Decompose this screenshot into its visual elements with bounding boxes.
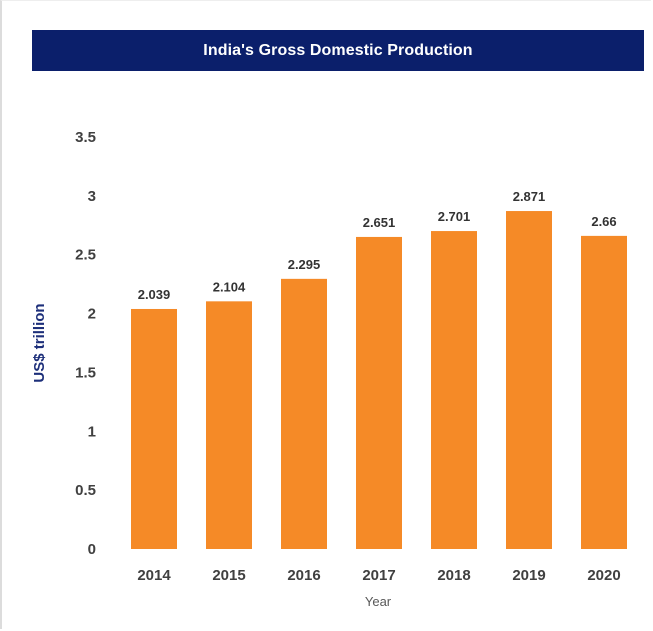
bar — [581, 235, 627, 549]
bar-value-label: 2.66 — [591, 214, 616, 229]
x-tick-label: 2018 — [437, 567, 470, 584]
y-tick-label: 1 — [88, 423, 96, 440]
y-tick-label: 0.5 — [75, 482, 96, 499]
chart-title: India's Gross Domestic Production — [203, 41, 473, 59]
bar — [431, 231, 477, 549]
y-tick-label: 1.5 — [75, 364, 96, 381]
y-axis-ticks: 0 0.5 1 1.5 2 2.5 3 3.5 — [75, 129, 96, 558]
bars-group — [131, 211, 627, 549]
x-tick-label: 2020 — [587, 567, 620, 584]
bar — [281, 278, 327, 549]
x-tick-label: 2017 — [362, 567, 395, 584]
x-tick-label: 2019 — [512, 567, 545, 584]
y-axis-title: US$ trillion — [31, 303, 48, 382]
bar-value-label: 2.701 — [438, 209, 471, 224]
y-tick-label: 2 — [88, 306, 96, 323]
chart-title-banner: India's Gross Domestic Production — [32, 30, 644, 71]
x-tick-label: 2014 — [137, 567, 171, 584]
bar-value-label: 2.039 — [138, 287, 171, 302]
bar — [506, 211, 552, 549]
y-tick-label: 2.5 — [75, 247, 96, 264]
x-tick-label: 2015 — [212, 567, 245, 584]
bar-value-label: 2.871 — [513, 189, 546, 204]
bar — [131, 308, 177, 549]
bar-value-label: 2.295 — [288, 257, 321, 272]
bar-value-label: 2.104 — [213, 279, 246, 294]
bar — [206, 301, 252, 549]
data-labels-group: 2.039 2.104 2.295 2.651 2.701 2.871 2.66 — [138, 189, 617, 302]
bar — [356, 236, 402, 549]
x-axis-ticks: 2014 2015 2016 2017 2018 2019 2020 — [137, 567, 620, 584]
y-tick-label: 0 — [88, 541, 96, 558]
y-tick-label: 3 — [88, 188, 96, 205]
y-tick-label: 3.5 — [75, 129, 96, 146]
bar-value-label: 2.651 — [363, 215, 396, 230]
x-tick-label: 2016 — [287, 567, 320, 584]
x-axis-title: Year — [365, 594, 392, 609]
